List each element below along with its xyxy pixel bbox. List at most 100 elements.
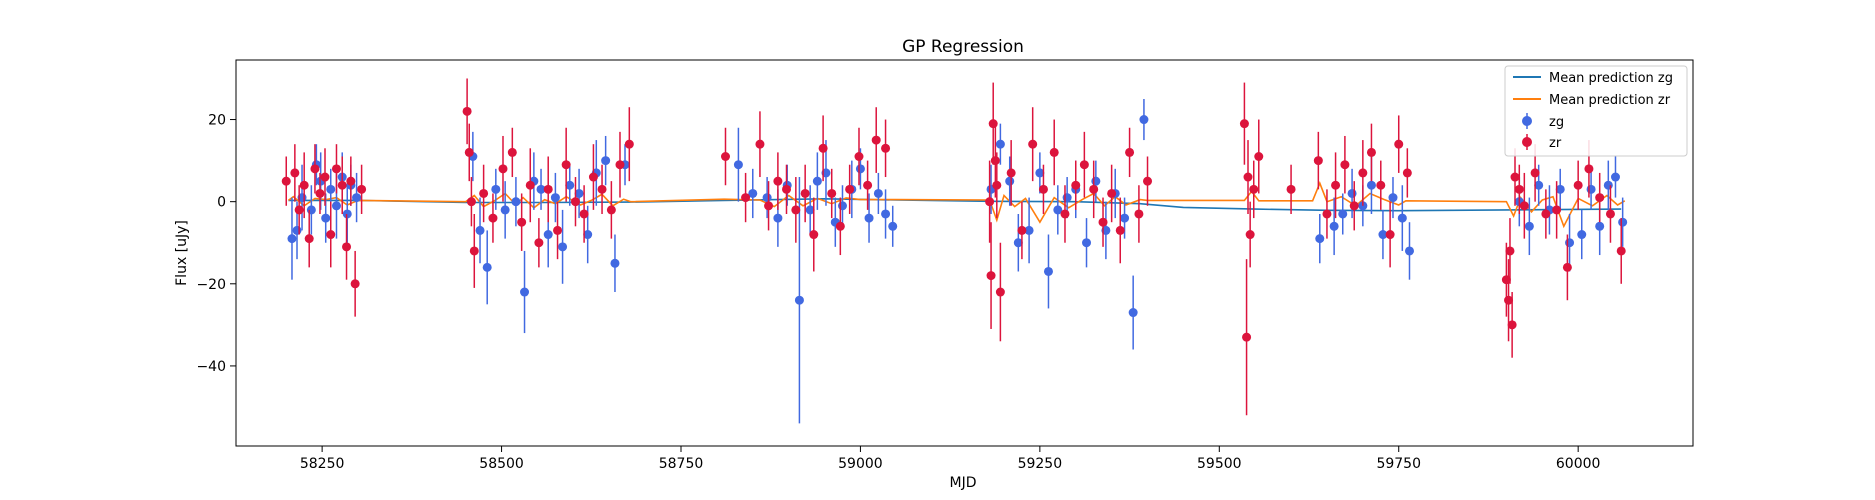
data-point (294, 205, 304, 215)
data-point (1404, 246, 1414, 256)
data-point (1573, 180, 1583, 190)
y-tick-label: −20 (196, 277, 226, 293)
data-point (764, 201, 774, 211)
data-point (1053, 205, 1063, 215)
data-point (321, 213, 331, 223)
legend: Mean prediction zg Mean prediction zr zg… (1504, 65, 1688, 157)
data-point (488, 213, 498, 223)
data-point (741, 193, 751, 203)
data-point (881, 143, 891, 153)
data-point (1340, 160, 1350, 170)
data-point (306, 205, 316, 215)
data-point (466, 197, 476, 207)
data-point (1397, 213, 1407, 223)
data-point (507, 147, 517, 157)
data-point (1043, 266, 1053, 276)
data-point (475, 225, 485, 235)
data-point (755, 139, 765, 149)
data-point (782, 184, 792, 194)
data-point (1143, 176, 1153, 186)
data-point (565, 180, 575, 190)
data-point (835, 221, 845, 231)
data-point (1349, 201, 1359, 211)
data-point (748, 188, 758, 198)
x-tick-label: 60000 (1556, 456, 1601, 472)
data-point (1595, 193, 1605, 203)
data-point (1402, 168, 1412, 178)
plot-frame (235, 59, 1694, 447)
data-point (326, 230, 336, 240)
data-point (1505, 246, 1515, 256)
data-point (1098, 217, 1108, 227)
data-point (827, 188, 837, 198)
data-point (517, 217, 527, 227)
data-point (881, 209, 891, 219)
data-point (837, 201, 847, 211)
data-point (511, 197, 521, 207)
chart-title: GP Regression (902, 37, 1024, 57)
data-point (558, 242, 568, 252)
data-point (1006, 168, 1016, 178)
data-point (337, 180, 347, 190)
data-point (992, 180, 1002, 190)
data-point (292, 225, 302, 235)
data-point (320, 172, 330, 182)
data-point (357, 184, 367, 194)
data-point (854, 152, 864, 161)
data-point (534, 238, 544, 248)
data-point (326, 184, 336, 194)
data-point (615, 160, 625, 170)
data-point (1541, 209, 1551, 219)
data-point (561, 160, 571, 170)
y-tick-label: 0 (217, 195, 226, 211)
data-point (310, 164, 320, 174)
x-tick-label: 59250 (1018, 456, 1063, 472)
data-point (871, 135, 881, 145)
data-point (624, 139, 634, 149)
data-point (855, 164, 865, 174)
data-point (281, 176, 291, 186)
data-point (1024, 225, 1034, 235)
y-tick-label: 20 (208, 113, 226, 129)
data-point (1514, 184, 1524, 194)
data-point (1378, 230, 1388, 240)
data-point (1605, 209, 1615, 219)
data-point (995, 139, 1005, 149)
data-point (574, 188, 584, 198)
data-point (1071, 180, 1081, 190)
data-point (1331, 180, 1341, 190)
data-point (1530, 168, 1540, 178)
data-point (610, 258, 620, 268)
data-point (1107, 188, 1117, 198)
data-point (1286, 184, 1296, 194)
data-point (462, 106, 472, 116)
data-point (525, 180, 535, 190)
x-tick-label: 59000 (838, 456, 883, 472)
data-point (812, 176, 822, 186)
legend-box (1504, 65, 1688, 157)
data-point (863, 180, 873, 190)
data-point (986, 271, 996, 281)
data-point (597, 184, 607, 194)
data-point (1028, 139, 1038, 149)
data-point (479, 188, 489, 198)
data-point (346, 176, 356, 186)
data-point (773, 213, 783, 223)
data-point (543, 230, 553, 240)
data-point (888, 221, 898, 231)
data-point (1388, 193, 1398, 203)
data-point (1243, 172, 1253, 182)
legend-label-zg: zg (1549, 115, 1564, 130)
data-point (1366, 180, 1376, 190)
data-point (482, 262, 492, 272)
data-point (350, 279, 360, 289)
data-point (491, 184, 501, 194)
data-point (1584, 164, 1594, 174)
data-point (1385, 230, 1395, 240)
data-point (469, 246, 479, 256)
data-point (1552, 205, 1562, 215)
data-point (290, 168, 300, 178)
plot-area (281, 78, 1628, 424)
data-point (864, 213, 874, 223)
data-point (1060, 209, 1070, 219)
